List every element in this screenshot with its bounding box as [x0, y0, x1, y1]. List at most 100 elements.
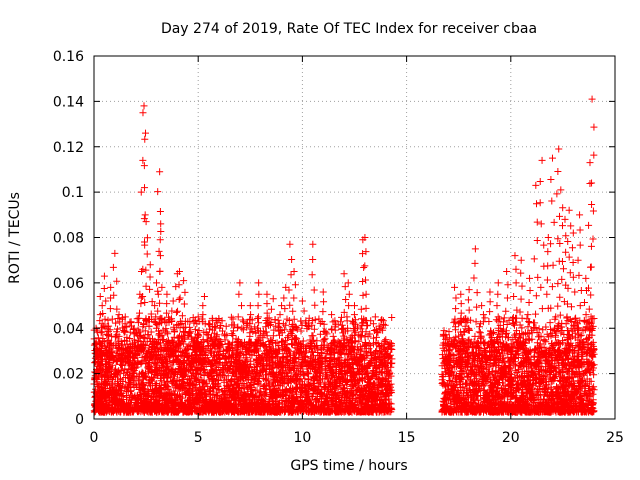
spike-points	[524, 286, 534, 343]
data-point	[532, 181, 540, 189]
data-point	[511, 252, 519, 260]
data-point	[465, 286, 473, 294]
data-point	[576, 211, 584, 219]
y-tick-label: 0.08	[53, 231, 84, 247]
spike-points	[134, 300, 145, 345]
data-point	[586, 159, 594, 167]
data-point	[584, 324, 592, 332]
x-tick-labels: 0 5 10 15 20 25	[90, 430, 624, 446]
data-point	[265, 342, 273, 350]
data-point	[153, 279, 161, 287]
spike-points	[451, 294, 460, 344]
spike-points	[584, 180, 596, 334]
data-point	[340, 270, 348, 278]
data-point	[128, 322, 136, 330]
x-tick-label: 5	[194, 430, 203, 446]
data-point	[517, 256, 525, 264]
data-point	[236, 279, 244, 287]
spike-points	[464, 296, 475, 345]
data-point	[205, 320, 213, 328]
data-point	[163, 290, 171, 298]
spike-points	[99, 285, 110, 342]
data-point	[255, 279, 263, 287]
data-point	[471, 245, 479, 253]
data-point	[509, 336, 517, 344]
spike-points	[572, 325, 583, 349]
spike-points	[543, 248, 554, 341]
data-point	[319, 288, 327, 296]
spike-points	[564, 222, 575, 339]
data-point	[325, 347, 333, 355]
data-point	[476, 351, 484, 359]
data-point	[565, 206, 573, 214]
spike-points	[556, 204, 567, 337]
y-tick-label: 0.16	[53, 49, 84, 65]
data-point	[275, 347, 283, 355]
spike-points	[308, 256, 319, 340]
data-point	[367, 351, 375, 359]
spike-points	[585, 320, 596, 348]
data-point	[315, 351, 323, 359]
data-point	[219, 351, 227, 359]
data-point	[357, 347, 365, 355]
data-point	[521, 329, 529, 337]
spike-points	[318, 298, 329, 345]
data-point	[232, 358, 240, 366]
spike-points	[193, 320, 203, 348]
data-point	[573, 320, 581, 328]
data-point	[463, 342, 471, 350]
spike-points	[168, 307, 179, 345]
x-axis-label: GPS time / hours	[290, 458, 407, 474]
data-point	[288, 336, 296, 344]
data-point	[175, 268, 183, 276]
data-point	[146, 261, 154, 269]
spike-points	[297, 307, 308, 345]
data-point	[382, 336, 390, 344]
data-point	[159, 336, 167, 344]
data-point	[386, 342, 394, 350]
spike-points	[502, 281, 513, 342]
data-point	[309, 240, 317, 248]
spike-points	[113, 318, 124, 348]
data-point	[169, 297, 177, 305]
y-tick-label: 0.1	[62, 185, 84, 201]
spike-points	[369, 320, 380, 348]
spike-points	[476, 311, 487, 346]
spike-points	[587, 123, 598, 327]
data-point	[215, 336, 223, 344]
data-point	[123, 351, 131, 359]
data-point	[298, 297, 306, 305]
spike-points	[245, 311, 255, 346]
spike-points	[276, 311, 287, 346]
spike-points	[151, 290, 162, 344]
data-point	[544, 234, 552, 241]
spike-points	[359, 248, 370, 341]
chart-title: Day 274 of 2019, Rate Of TEC Index for r…	[161, 21, 537, 37]
spike-points	[580, 286, 591, 343]
data-point	[286, 240, 294, 248]
spike-points	[145, 273, 156, 343]
spike-points	[203, 325, 214, 349]
data-point	[555, 145, 563, 153]
spike-points	[185, 323, 196, 349]
spike-points	[343, 290, 353, 344]
data-point	[225, 340, 233, 348]
spike-points	[234, 290, 246, 344]
spike-points	[357, 250, 368, 341]
data-point	[526, 274, 534, 282]
data-point	[107, 283, 115, 291]
spike-points	[567, 244, 579, 340]
data-point	[328, 311, 336, 319]
data-point	[557, 186, 565, 194]
data-point	[253, 347, 261, 355]
y-tick-label: 0.12	[53, 140, 84, 156]
data-point	[157, 220, 165, 228]
spike-points	[536, 178, 548, 334]
spike-points	[109, 263, 121, 341]
y-tick-label: 0	[75, 412, 84, 428]
spike-points	[267, 305, 279, 345]
spike-points	[493, 290, 503, 344]
data-point	[263, 290, 271, 298]
data-point	[290, 268, 298, 276]
